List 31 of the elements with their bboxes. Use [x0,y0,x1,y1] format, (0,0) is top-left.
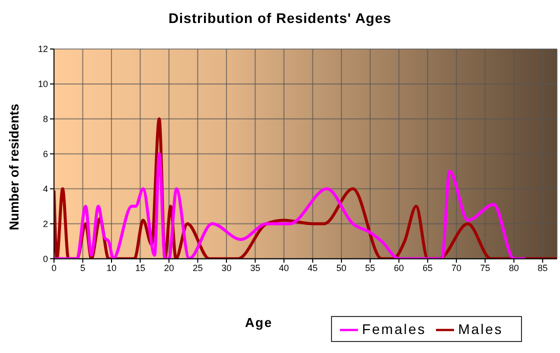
y-tick-label: 6 [42,149,48,160]
x-tick-label: 55 [365,263,376,274]
x-tick-label: 20 [164,263,174,274]
y-tick-label: 10 [38,79,48,90]
legend-label: Males [458,320,503,337]
chart-title: Distribution of Residents' Ages [168,10,392,26]
line-series [54,152,527,259]
x-tick-label: 85 [538,263,548,274]
x-tick-label: 35 [250,263,260,274]
x-tick-label: 65 [422,263,433,274]
x-tick-label: 5 [80,263,86,274]
x-tick-label: 70 [451,263,462,274]
y-tick-label: 2 [42,218,48,229]
x-tick-label: 40 [278,263,289,274]
y-tick-label: 0 [42,254,48,264]
x-axis-title: Age [245,315,273,330]
y-tick-label: 12 [38,44,48,54]
x-tick-label: 45 [308,263,318,274]
x-tick-label: 30 [221,263,232,274]
x-tick-label: 60 [394,263,404,274]
legend-label: Females [362,320,426,337]
y-tick-label: 4 [42,184,48,194]
x-tick-label: 10 [106,263,116,274]
x-tick-label: 50 [336,263,346,274]
x-tick-label: 75 [480,263,490,274]
x-tick-label: 25 [192,263,203,274]
x-tick-label: 80 [508,263,519,274]
y-tick-label: 8 [42,114,48,124]
x-tick-label: 0 [51,263,57,274]
y-axis-title: Number of residents [6,104,22,230]
x-tick-label: 15 [135,263,146,274]
